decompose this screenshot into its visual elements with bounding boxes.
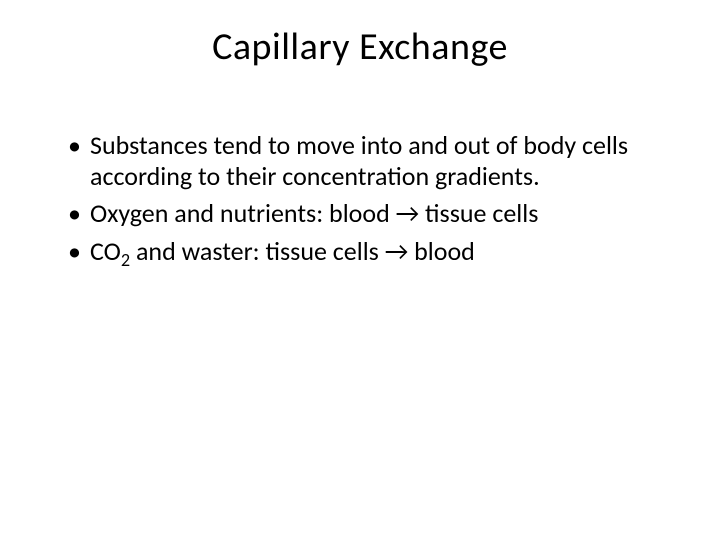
bullet-item: CO2 and waster: tissue cells → blood (68, 236, 670, 272)
bullet-item: Substances tend to move into and out of … (68, 130, 670, 192)
bullet-item: Oxygen and nutrients: blood → tissue cel… (68, 198, 670, 229)
slide-container: Capillary Exchange Substances tend to mo… (0, 0, 720, 540)
bullet-list: Substances tend to move into and out of … (50, 130, 670, 272)
slide-title: Capillary Exchange (50, 24, 670, 70)
